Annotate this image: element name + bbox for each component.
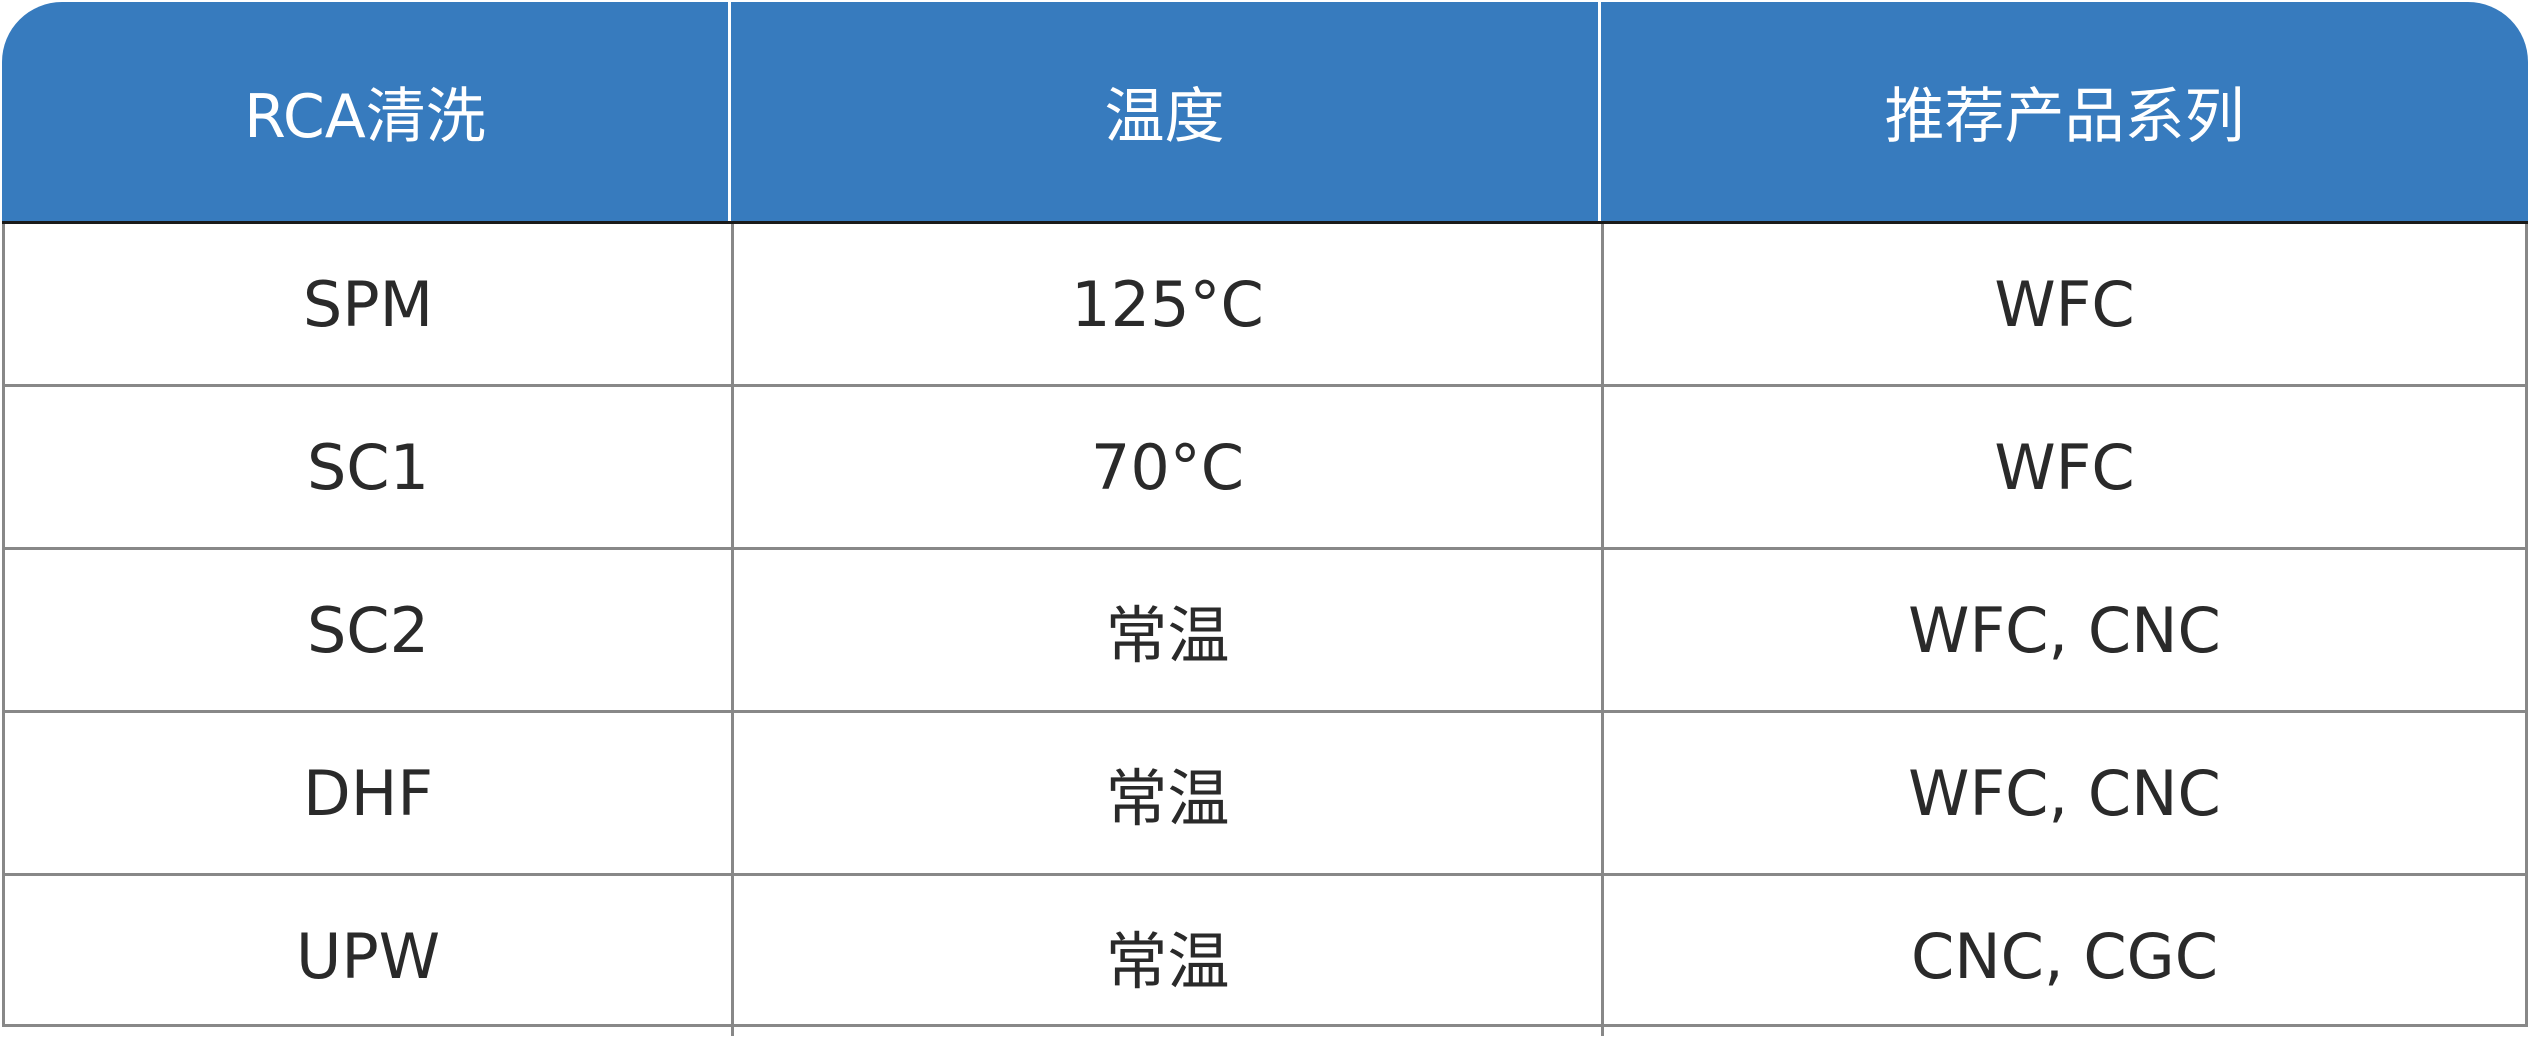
table-header: RCA清洗 温度 推荐产品系列 bbox=[2, 2, 2528, 224]
cell-process: UPW bbox=[295, 919, 441, 993]
table-row: UPW 常温 CNC, CGC bbox=[5, 876, 2525, 1036]
cell-temperature: 70°C bbox=[731, 387, 1601, 547]
cell-process: SC2 bbox=[306, 593, 430, 667]
cell-products: WFC, CNC bbox=[1601, 550, 2525, 710]
cell-process: SPM bbox=[302, 267, 434, 341]
cell-products: WFC, CNC bbox=[1601, 713, 2525, 873]
header-rca-cleaning: RCA清洗 bbox=[244, 82, 486, 152]
header-recommended-products: 推荐产品系列 bbox=[1598, 2, 2528, 221]
cell-process: SC1 bbox=[306, 430, 430, 504]
cell-temperature: 常温 bbox=[731, 876, 1601, 1036]
cell-process: DHF bbox=[302, 756, 434, 830]
table-row: SC1 70°C WFC bbox=[5, 387, 2525, 550]
table-row: DHF 常温 WFC, CNC bbox=[5, 713, 2525, 876]
cell-temperature: 常温 bbox=[731, 713, 1601, 873]
table-body: SPM 125°C WFC SC1 70°C WFC SC2 常温 WFC, C… bbox=[2, 224, 2528, 1036]
table-row: SC2 常温 WFC, CNC bbox=[5, 550, 2525, 713]
table-row: SPM 125°C WFC bbox=[5, 224, 2525, 387]
cell-temperature: 常温 bbox=[731, 550, 1601, 710]
header-temperature: 温度 bbox=[728, 2, 1598, 221]
cell-products: WFC bbox=[1601, 387, 2525, 547]
cell-products: WFC bbox=[1601, 224, 2525, 384]
cell-products: CNC, CGC bbox=[1601, 876, 2525, 1036]
cell-temperature: 125°C bbox=[731, 224, 1601, 384]
